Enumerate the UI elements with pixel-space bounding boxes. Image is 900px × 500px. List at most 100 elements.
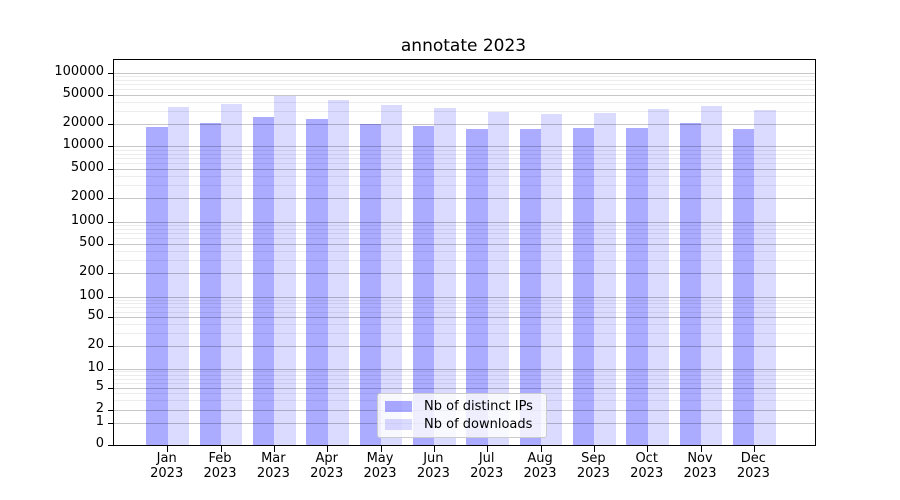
y-tick-label: 10000 <box>62 137 104 153</box>
x-tick-label-jan: Jan 2023 <box>132 451 202 481</box>
gridline-minor <box>114 311 815 313</box>
bar-downloads-sep-2023 <box>594 112 616 445</box>
y-tick-label: 10 <box>87 359 104 375</box>
x-tick-mark <box>753 446 755 452</box>
gridline-minor <box>114 333 815 335</box>
x-tick-year: 2023 <box>203 466 237 481</box>
bar-downloads-aug-2023 <box>541 113 563 445</box>
y-tick-label: 2000 <box>70 189 104 204</box>
y-tick-label: 2 <box>95 400 104 416</box>
y-tick-label: 20 <box>87 337 104 352</box>
gridline-major <box>114 388 815 389</box>
x-tick-year: 2023 <box>576 466 610 481</box>
gridline-minor <box>114 260 815 262</box>
gridline-minor <box>114 163 815 165</box>
x-tick-year: 2023 <box>523 466 557 481</box>
bar-distinct-ips-may-2023 <box>359 123 382 445</box>
y-tick-mark <box>108 169 113 170</box>
gridline-major <box>114 146 815 148</box>
legend-item-downloads: Nb of downloads <box>385 417 539 432</box>
y-tick-mark <box>108 244 113 245</box>
gridline-major <box>114 273 815 274</box>
x-tick-label-jul: Jul 2023 <box>452 451 522 481</box>
bar-distinct-ips-nov-2023 <box>679 123 702 445</box>
y-tick-mark <box>108 368 113 370</box>
y-tick-mark <box>108 72 113 74</box>
x-tick-label-may: May 2023 <box>345 451 415 481</box>
x-tick-mark <box>327 446 329 452</box>
x-tick-month: Apr <box>315 451 338 466</box>
legend-label-distinct-ips: Nb of distinct IPs <box>424 399 533 415</box>
x-tick-month: Feb <box>208 451 232 466</box>
y-tick-mark <box>108 123 113 125</box>
bar-downloads-feb-2023 <box>221 104 243 445</box>
gridline-minor <box>114 299 815 301</box>
gridline-minor <box>114 382 815 384</box>
gridline-major <box>114 346 815 347</box>
y-tick-mark <box>108 198 113 199</box>
gridline-minor <box>114 185 815 187</box>
legend-swatch-downloads <box>385 418 412 430</box>
x-tick-year: 2023 <box>363 466 397 481</box>
gridline-minor <box>114 371 815 373</box>
x-tick-mark <box>167 446 169 452</box>
gridline-minor <box>114 378 815 380</box>
gridline-major <box>114 317 815 318</box>
gridline-minor <box>114 88 815 90</box>
gridline-minor <box>114 224 815 226</box>
x-tick-mark <box>273 446 275 452</box>
gridline-minor <box>114 149 815 151</box>
y-tick-mark <box>108 221 113 223</box>
y-tick-mark <box>108 146 113 148</box>
x-tick-label-feb: Feb 2023 <box>185 451 255 481</box>
bar-downloads-mar-2023 <box>274 96 296 445</box>
bar-distinct-ips-oct-2023 <box>626 127 648 445</box>
legend-swatch-distinct-ips <box>385 401 412 413</box>
y-tick-mark <box>108 94 113 96</box>
x-tick-label-dec: Dec 2023 <box>718 451 788 481</box>
x-tick-year: 2023 <box>630 466 664 481</box>
gridline-minor <box>114 176 815 178</box>
x-tick-mark <box>700 446 702 452</box>
x-tick-year: 2023 <box>470 466 504 481</box>
gridline-major <box>114 368 815 370</box>
bar-downloads-oct-2023 <box>647 109 669 445</box>
x-tick-year: 2023 <box>256 466 290 481</box>
y-tick-label: 500 <box>79 235 104 250</box>
x-tick-label-aug: Aug 2023 <box>505 451 575 481</box>
y-tick-label: 5000 <box>70 160 104 175</box>
bar-downloads-dec-2023 <box>754 109 776 445</box>
x-tick-year: 2023 <box>310 466 344 481</box>
bar-distinct-ips-jul-2023 <box>466 129 488 445</box>
gridline-major <box>114 123 815 125</box>
x-tick-label-jun: Jun 2023 <box>398 451 468 481</box>
legend: Nb of distinct IPs Nb of downloads <box>377 393 547 438</box>
bar-downloads-jul-2023 <box>487 112 509 445</box>
bar-downloads-may-2023 <box>381 104 403 445</box>
y-tick-mark <box>108 273 113 274</box>
x-tick-month: Oct <box>635 451 658 466</box>
gridline-minor <box>114 110 815 112</box>
gridline-minor <box>114 101 815 103</box>
x-tick-month: Mar <box>261 451 286 466</box>
x-tick-year: 2023 <box>683 466 717 481</box>
x-tick-month: Aug <box>527 451 553 466</box>
y-tick-label: 0 <box>95 436 104 451</box>
x-tick-month: Sep <box>581 451 606 466</box>
gridline-minor <box>114 238 815 240</box>
y-tick-mark <box>108 445 113 446</box>
gridline-major <box>114 72 815 74</box>
gridline-minor <box>114 75 815 77</box>
x-tick-year: 2023 <box>736 466 770 481</box>
bar-distinct-ips-mar-2023 <box>253 117 275 445</box>
gridline-minor <box>114 83 815 85</box>
bar-downloads-jan-2023 <box>167 107 189 445</box>
y-tick-mark <box>108 317 113 318</box>
gridline-minor <box>114 233 815 235</box>
gridline-major <box>114 94 815 96</box>
x-tick-month: Jan <box>156 451 177 466</box>
x-tick-label-nov: Nov 2023 <box>665 451 735 481</box>
x-tick-mark <box>647 446 649 452</box>
bar-distinct-ips-jun-2023 <box>413 126 435 445</box>
